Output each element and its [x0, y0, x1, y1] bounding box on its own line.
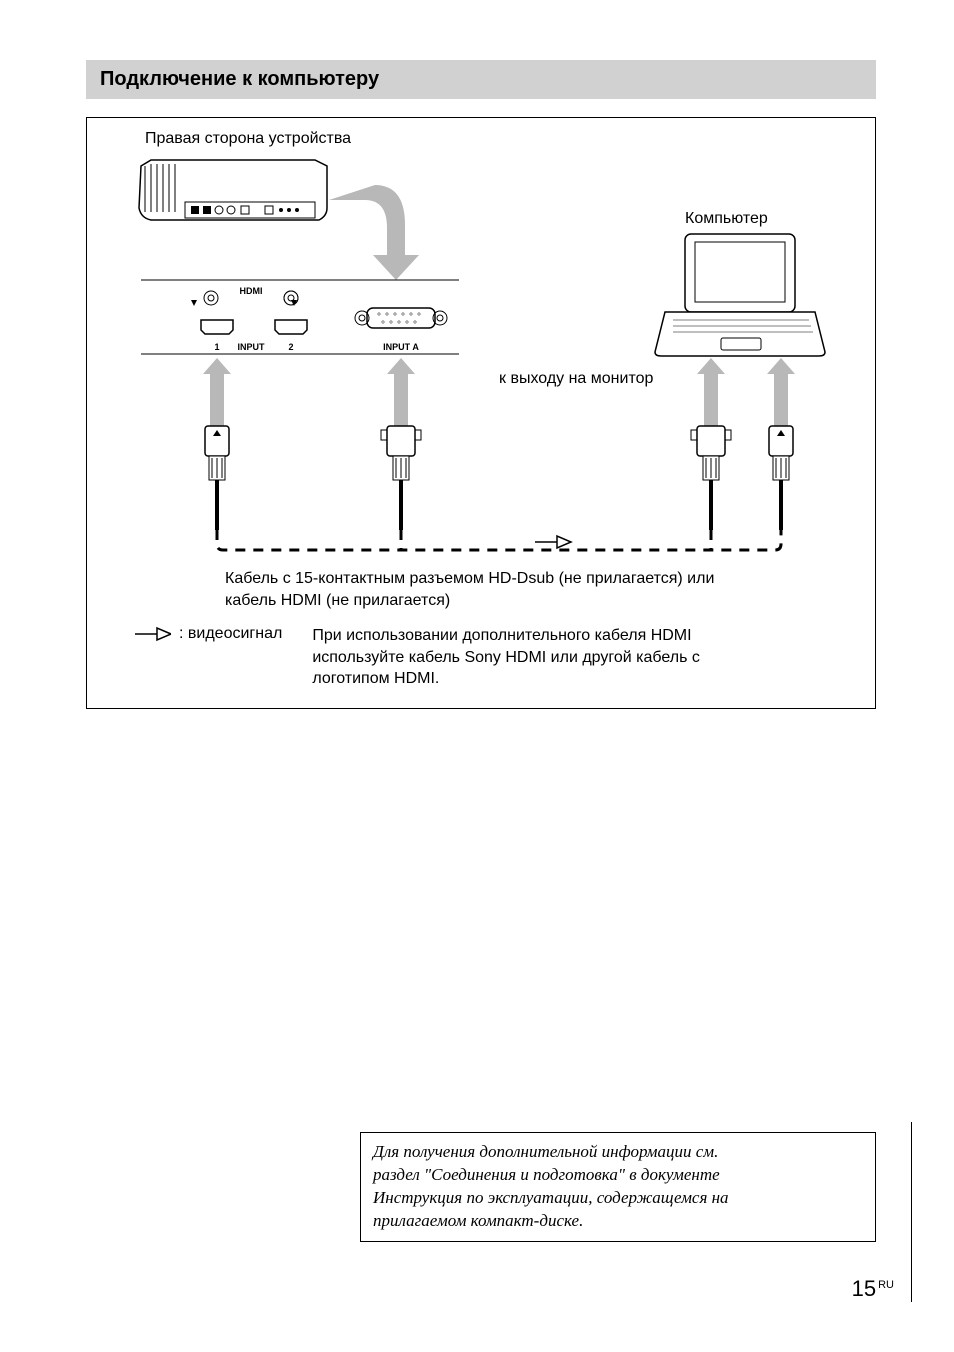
footnote-box: Для получения дополнительной информации …	[360, 1132, 876, 1242]
connection-diagram: Правая сторона устройства Компьютер к вы…	[105, 130, 859, 560]
cable-text-line-1: Кабель с 15-контактным разъемом HD-Dsub …	[225, 568, 857, 590]
video-signal-icon	[135, 626, 171, 642]
page-number: 15RU	[852, 1276, 894, 1302]
legend: : видеосигнал При использовании дополнит…	[105, 625, 857, 690]
footnote-line-1: Для получения дополнительной информации …	[373, 1141, 863, 1164]
label-port-2: 2	[288, 342, 293, 352]
page-number-lang: RU	[878, 1279, 894, 1291]
label-port-input-a: INPUT A	[383, 342, 419, 352]
hdmi-note-line-1: При использовании дополнительного кабеля…	[312, 625, 700, 647]
laptop-icon	[655, 234, 825, 356]
label-device-side: Правая сторона устройства	[145, 130, 351, 148]
legend-video-signal: : видеосигнал	[135, 625, 282, 643]
port-panel: HDMI 1 INPUT 2	[141, 280, 459, 354]
cable-text-line-2: кабель HDMI (не прилагается)	[225, 590, 857, 612]
label-port-1: 1	[214, 342, 219, 352]
hdmi-cable-arrow-right	[767, 358, 795, 530]
legend-video-text: : видеосигнал	[179, 625, 282, 643]
signal-flow-icon	[535, 536, 571, 548]
diagram-svg: HDMI 1 INPUT 2	[105, 130, 859, 560]
section-heading: Подключение к компьютеру	[86, 60, 876, 99]
dsub-cable-arrow-left	[381, 358, 421, 530]
projector-icon	[139, 160, 419, 280]
side-rule	[911, 1122, 912, 1302]
cable-description: Кабель с 15-контактным разъемом HD-Dsub …	[225, 568, 857, 611]
diagram-container: Правая сторона устройства Компьютер к вы…	[86, 117, 876, 709]
label-hdmi: HDMI	[240, 286, 263, 296]
section-heading-text: Подключение к компьютеру	[100, 68, 379, 90]
legend-hdmi-note: При использовании дополнительного кабеля…	[312, 625, 700, 690]
footnote-line-4: прилагаемом компакт-диске.	[373, 1210, 863, 1233]
footnote-line-2: раздел "Соединения и подготовка" в докум…	[373, 1164, 863, 1187]
page: Подключение к компьютеру Правая сторона …	[0, 0, 954, 1352]
label-computer: Компьютер	[685, 210, 768, 228]
label-monitor-output: к выходу на монитор	[499, 370, 653, 388]
hdmi-note-line-2: используйте кабель Sony HDMI или другой …	[312, 647, 700, 669]
label-port-input: INPUT	[238, 342, 266, 352]
hdmi-cable-arrow	[203, 358, 231, 530]
page-number-num: 15	[852, 1276, 876, 1301]
dsub-cable-arrow-right	[691, 358, 731, 530]
hdmi-note-line-3: логотипом HDMI.	[312, 668, 700, 690]
footnote-line-3: Инструкция по эксплуатации, содержащемся…	[373, 1187, 863, 1210]
